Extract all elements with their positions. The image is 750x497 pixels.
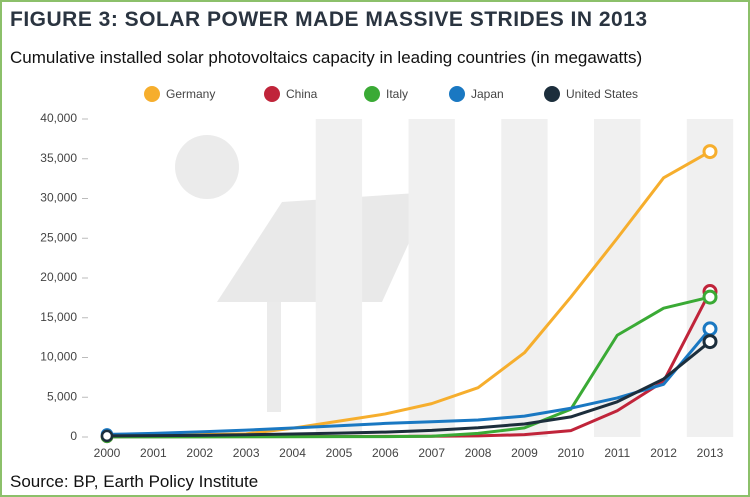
x-tick-label: 2007	[418, 446, 445, 460]
x-tick-label: 2001	[140, 446, 167, 460]
x-tick-label: 2009	[511, 446, 538, 460]
y-tick-label: 15,000	[40, 310, 77, 324]
end-marker	[702, 289, 718, 305]
y-tick-label: 30,000	[40, 191, 77, 205]
chart-subtitle: Cumulative installed solar photovoltaics…	[10, 48, 643, 67]
background-stripe	[686, 119, 734, 437]
legend-label: Germany	[166, 87, 215, 101]
legend-marker	[264, 86, 280, 102]
source-note: Source: BP, Earth Policy Institute	[10, 472, 259, 491]
background-stripe	[315, 119, 363, 437]
y-tick-label: 25,000	[40, 230, 77, 244]
x-tick-label: 2003	[233, 446, 260, 460]
illustration	[175, 135, 432, 412]
x-tick-label: 2008	[465, 446, 492, 460]
end-marker	[702, 334, 718, 350]
y-tick-label: 35,000	[40, 151, 77, 165]
legend-marker	[449, 86, 465, 102]
y-tick-label: 10,000	[40, 350, 77, 364]
legend-label: Japan	[471, 87, 504, 101]
y-tick-label: 40,000	[40, 111, 77, 125]
series-line	[106, 340, 711, 438]
x-tick-label: 2000	[94, 446, 121, 460]
x-tick-label: 2006	[372, 446, 399, 460]
end-marker	[702, 321, 718, 337]
legend-label: Italy	[386, 87, 408, 101]
legend-label: United States	[566, 87, 638, 101]
x-tick-label: 2013	[697, 446, 724, 460]
series-line	[106, 327, 712, 436]
x-tick-label: 2002	[186, 446, 213, 460]
x-tick-label: 2004	[279, 446, 306, 460]
x-tick-label: 2012	[650, 446, 677, 460]
background-stripe	[408, 119, 455, 437]
start-marker	[100, 429, 114, 443]
y-tick-label: 5,000	[47, 389, 77, 403]
background-stripe	[594, 119, 641, 437]
y-tick-label: 0	[70, 429, 77, 443]
legend-marker	[364, 86, 380, 102]
end-marker	[702, 144, 718, 160]
chart-title: FIGURE 3: SOLAR POWER MADE MASSIVE STRID…	[10, 8, 648, 31]
x-tick-label: 2010	[557, 446, 584, 460]
x-tick-label: 2005	[326, 446, 353, 460]
background-stripe	[501, 119, 548, 437]
x-tick-label: 2011	[604, 446, 630, 460]
legend-label: China	[286, 87, 318, 101]
y-tick-label: 20,000	[40, 270, 77, 284]
legend-marker	[144, 86, 160, 102]
legend-marker	[544, 86, 560, 102]
series-line	[107, 295, 711, 439]
